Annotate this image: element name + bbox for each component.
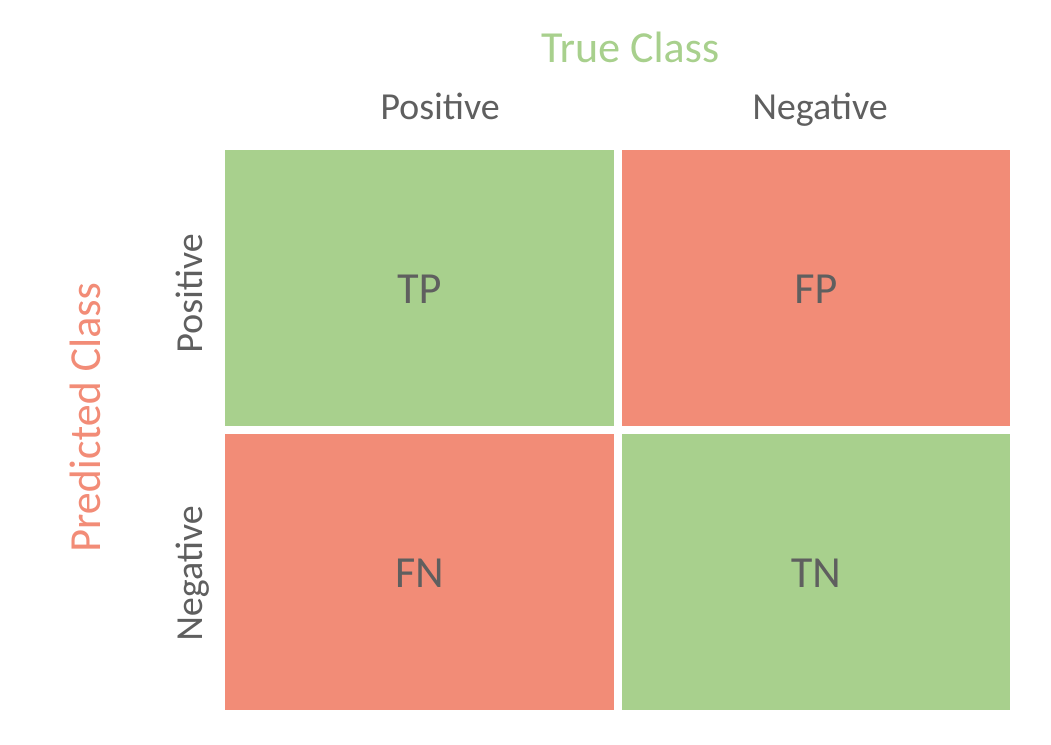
col-header-positive: Positive	[250, 80, 630, 135]
row-header-negative: Negative	[167, 483, 213, 663]
cell-fn: FN	[225, 434, 614, 710]
column-headers: Positive Negative	[250, 80, 1010, 135]
col-header-negative: Negative	[630, 80, 1010, 135]
row-header-negative-wrap: Negative	[155, 430, 210, 710]
row-headers: Positive Negative	[155, 150, 210, 710]
cell-tp: TP	[225, 150, 614, 426]
confusion-matrix-container: True Class Positive Negative Predicted C…	[50, 20, 1010, 720]
cell-tn: TN	[622, 434, 1011, 710]
true-class-title: True Class	[250, 20, 1010, 74]
cell-fp: FP	[622, 150, 1011, 426]
row-header-positive-wrap: Positive	[155, 150, 210, 430]
predicted-class-title: Predicted Class	[58, 137, 112, 697]
matrix-grid: TP FP FN TN	[225, 150, 1010, 710]
row-header-positive: Positive	[167, 203, 213, 383]
